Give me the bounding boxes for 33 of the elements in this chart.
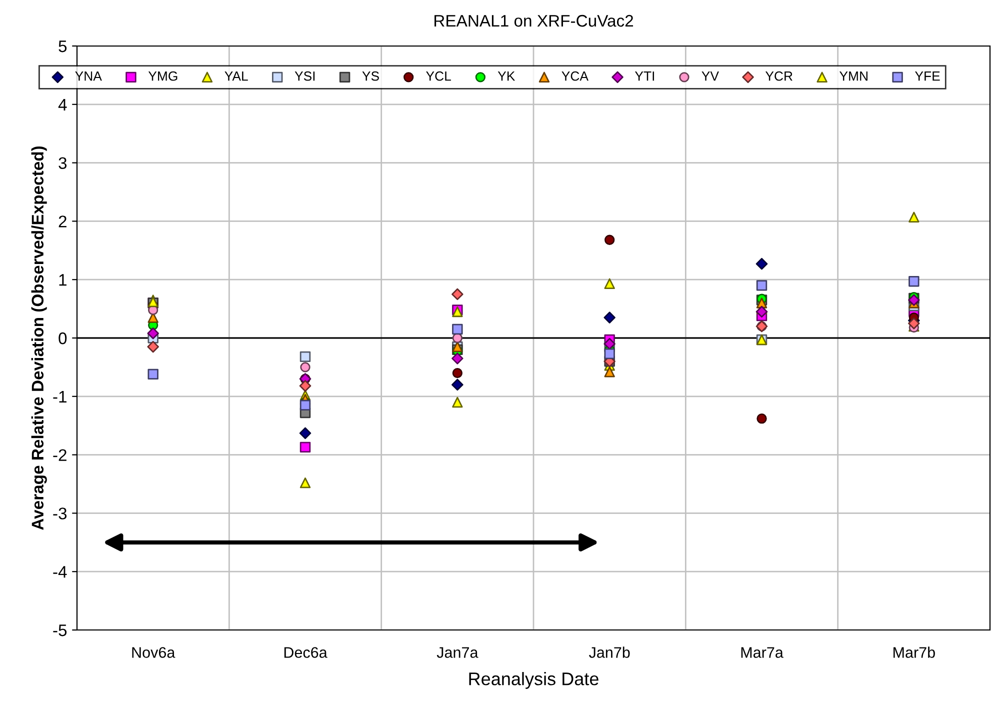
y-tick-label: 3 [58,157,67,170]
y-tick-label: -3 [53,508,67,520]
legend-label: YSI [294,71,315,81]
legend-label: YTI [634,72,654,81]
y-tick-label: 0 [58,332,67,344]
x-tick-label: Mar7a [741,647,784,658]
legend-label: YMG [148,71,178,81]
chart-title: REANAL1 on XRF-CuVac2 [434,14,634,27]
legend-label: YNA [75,72,102,81]
y-axis-title: Average Relative Deviation (Observed/Expected) [31,146,47,530]
x-tick-label: Jan7a [436,647,478,658]
legend-label: YCL [426,71,451,81]
legend-label: YMN [839,72,868,81]
y-tick-label: -1 [53,390,66,402]
x-tick-label: Dec6a [284,647,328,658]
x-tick-label: Nov6a [132,647,176,658]
y-tick-label: -4 [53,566,67,578]
legend-label: YV [702,72,719,81]
y-tick-label: 5 [58,40,67,52]
x-tick-label: Jan7b [589,646,630,658]
legend-label: YCA [562,71,588,81]
legend-label: YFE [914,72,940,81]
legend-label: YS [362,71,379,81]
y-tick-label: -5 [53,624,67,636]
legend-label: YK [498,72,516,81]
x-axis-title: Reanalysis Date [469,672,598,689]
legend-label: YAL [224,72,248,81]
legend-label: YCR [765,71,792,81]
y-tick-label: 1 [59,274,66,286]
x-tick-label: Mar7b [894,646,935,658]
y-tick-label: 4 [58,98,67,110]
y-tick-label: -2 [53,449,66,461]
y-tick-label: 2 [58,216,66,228]
